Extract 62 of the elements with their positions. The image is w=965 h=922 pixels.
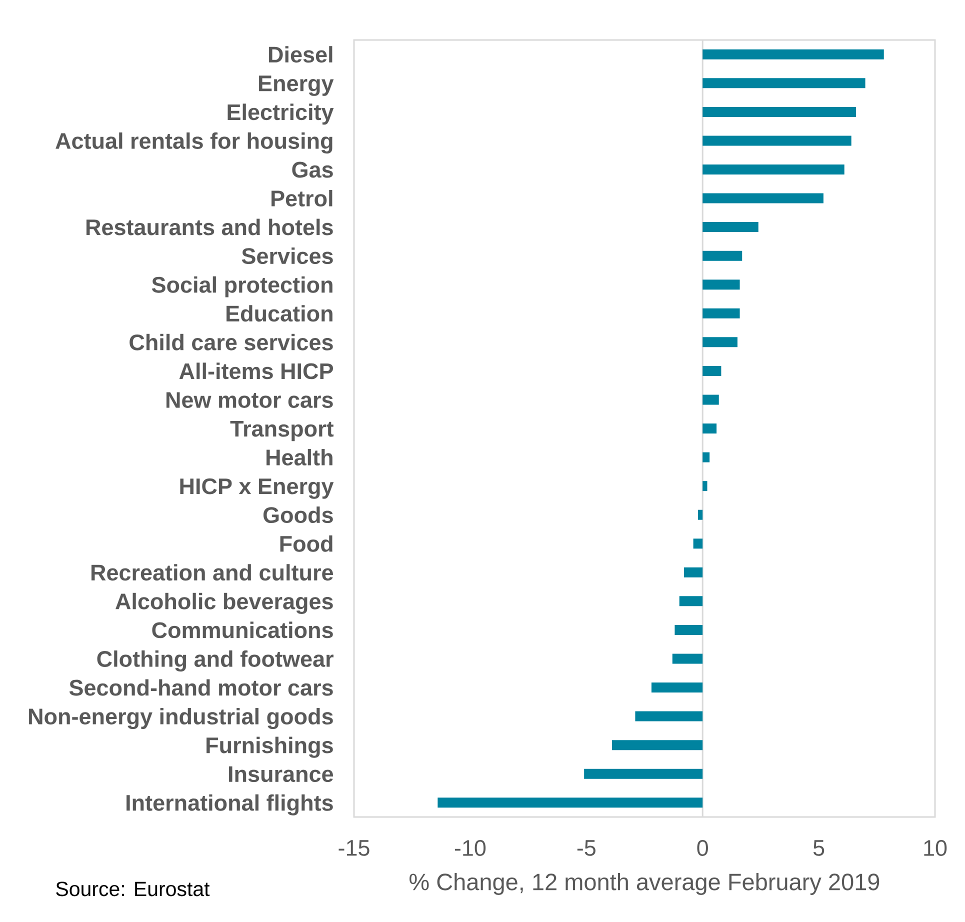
y-tick-label: All-items HICP xyxy=(179,362,333,380)
bar xyxy=(702,164,844,175)
bar xyxy=(702,78,866,88)
source-note: Source: Eurostat xyxy=(56,882,210,896)
y-tick-label: Clothing and footwear xyxy=(97,650,334,672)
y-tick-label: Alcoholic beverages xyxy=(116,592,333,614)
y-tick-label: Insurance xyxy=(229,766,334,782)
bar xyxy=(702,308,740,318)
bar xyxy=(702,106,856,117)
bar xyxy=(684,567,703,578)
bar xyxy=(702,481,708,492)
x-tick-label: -10 xyxy=(454,840,486,856)
y-tick-label: International flights xyxy=(126,794,333,816)
y-tick-label: Petrol xyxy=(272,190,332,206)
y-tick-label: Health xyxy=(266,448,332,466)
y-tick-label: Actual rentals for housing xyxy=(56,132,332,154)
x-tick-label: 10 xyxy=(924,840,947,856)
y-tick-label: Education xyxy=(226,305,332,322)
bar xyxy=(651,682,703,693)
y-tick-label: Social protection xyxy=(152,276,332,298)
bar xyxy=(698,510,703,520)
bar xyxy=(702,193,824,204)
x-tick-label: -5 xyxy=(577,840,596,856)
bar xyxy=(702,394,719,405)
y-tick-label: Electricity xyxy=(228,104,334,125)
bar xyxy=(693,538,703,549)
y-tick-label: Second-hand motor cars xyxy=(69,679,333,696)
y-tick-label: Energy xyxy=(259,76,334,96)
y-tick-label: Transport xyxy=(230,421,334,442)
bar xyxy=(702,366,722,376)
bar xyxy=(702,280,740,290)
x-tick-label: 0 xyxy=(697,840,708,856)
bar xyxy=(672,654,703,664)
y-tick-label: HICP x Energy xyxy=(180,478,334,499)
bar xyxy=(674,624,703,635)
bar xyxy=(438,798,703,808)
y-tick-label: Child care services xyxy=(130,334,333,350)
bar xyxy=(702,337,738,348)
x-tick-label: -15 xyxy=(338,840,370,856)
y-tick-label: Furnishings xyxy=(206,736,333,758)
x-tick-label: 5 xyxy=(813,840,824,856)
bar xyxy=(702,136,852,146)
y-tick-label: Recreation and culture xyxy=(91,564,334,581)
bar xyxy=(679,596,703,606)
x-axis-title: % Change, 12 month average February 2019 xyxy=(410,873,880,895)
y-tick-label: Communications xyxy=(152,622,333,638)
bar xyxy=(584,768,703,779)
y-tick-label: Diesel xyxy=(269,46,332,63)
y-tick-label: Services xyxy=(242,248,333,264)
bar xyxy=(702,424,717,434)
y-tick-label: Food xyxy=(280,535,332,552)
y-tick-label: Gas xyxy=(292,162,333,178)
bar xyxy=(702,49,884,60)
y-tick-label: New motor cars xyxy=(166,392,333,408)
bar xyxy=(702,250,742,261)
y-tick-label: Restaurants and hotels xyxy=(86,218,333,236)
bar xyxy=(702,452,710,462)
y-tick-label: Goods xyxy=(263,506,333,524)
bar xyxy=(612,740,703,750)
bar xyxy=(635,711,703,722)
y-tick-label: Non-energy industrial goods xyxy=(29,708,333,730)
bar xyxy=(702,222,758,232)
